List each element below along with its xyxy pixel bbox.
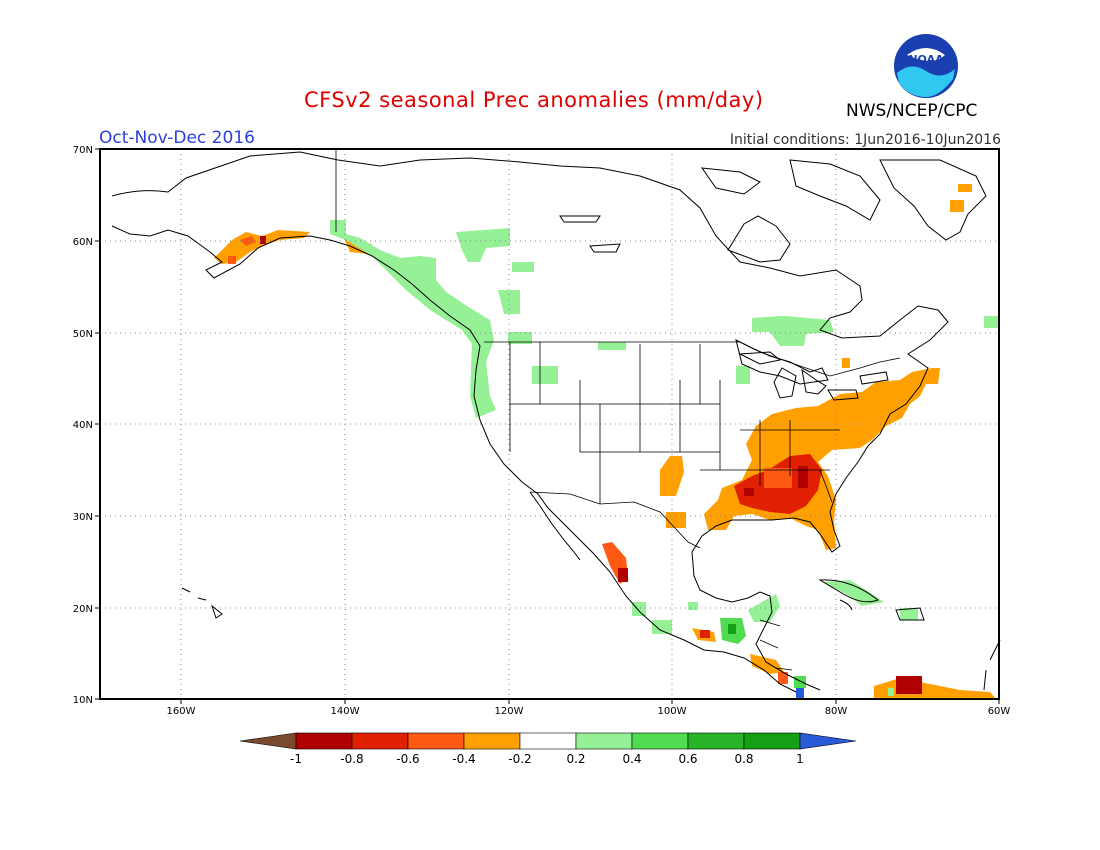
- patch-alabama-strong: [798, 466, 808, 488]
- colorbar-label: -1: [290, 752, 302, 766]
- lat-label: 30N: [73, 512, 93, 523]
- lakes: [559, 215, 889, 401]
- patch-mexico-strong: [618, 568, 628, 582]
- map-grid: [100, 149, 999, 699]
- patch-nd-wet: [598, 342, 626, 350]
- patch-panama-wet: [794, 676, 806, 688]
- colorbar-bin: [351, 732, 409, 750]
- noaa-logo: NOAA: [894, 34, 958, 98]
- patch-mich-wet: [736, 366, 750, 384]
- lat-label: 40N: [73, 420, 93, 431]
- patch-mexico-wet2: [652, 620, 672, 634]
- patch-hispaniola-wet: [900, 608, 918, 620]
- initial-conditions-label: Initial conditions: 1Jun2016-10Jun2016: [729, 132, 1001, 148]
- patch-alberta-wet: [498, 290, 520, 314]
- logo-text: NOAA: [908, 53, 944, 66]
- patch-nh-dry: [842, 358, 850, 368]
- colorbar-label: -0.6: [396, 752, 419, 766]
- patch-pnw-wet: [330, 220, 496, 418]
- patch-miss-strong: [744, 488, 754, 496]
- org-label: NWS/NCEP/CPC: [846, 101, 978, 121]
- patch-alaska-dry: [214, 230, 310, 264]
- colorbar-label: 0.4: [622, 752, 641, 766]
- patch-montana-wet: [508, 332, 532, 344]
- colorbar-arrow-right: [799, 732, 857, 750]
- patch-texas-dry2: [666, 512, 686, 528]
- patch-venezuela-strong: [896, 676, 922, 694]
- anomaly-patches: [214, 184, 1000, 699]
- colorbar-label: 0.2: [566, 752, 585, 766]
- colorbar-arrow-left: [239, 732, 297, 750]
- patch-cuba-wet: [822, 580, 884, 606]
- patch-alaska-dry3: [228, 256, 236, 264]
- patch-atlantic-wet: [984, 316, 1000, 328]
- lon-label: 140W: [331, 706, 360, 717]
- colorbar-bin: [295, 732, 353, 750]
- patch-yucatan-wet: [688, 602, 698, 610]
- lon-label: 120W: [495, 706, 524, 717]
- patch-texas-dry: [660, 456, 684, 496]
- patch-labrador-dry2: [958, 184, 972, 192]
- patch-costarica-dry: [778, 672, 788, 684]
- patch-wyoming-wet: [532, 366, 558, 384]
- patch-honduras-wet: [748, 594, 780, 622]
- colorbar-label: 0.8: [734, 752, 753, 766]
- patch-alaska-strong: [260, 236, 266, 244]
- lon-label: 60W: [988, 706, 1011, 717]
- patch-ontario-wet: [752, 316, 834, 346]
- season-label: Oct-Nov-Dec 2016: [99, 128, 255, 148]
- colorbar-bin: [743, 732, 801, 750]
- lat-label: 60N: [73, 237, 93, 248]
- axis-ticks: [95, 148, 1000, 704]
- colorbar-label: 1: [796, 752, 804, 766]
- patch-labrador-dry: [950, 200, 964, 212]
- colorbar: [239, 732, 857, 750]
- patch-nicaragua-dry: [750, 654, 784, 674]
- lon-label: 80W: [825, 706, 848, 717]
- lat-label: 10N: [73, 695, 93, 706]
- lat-label: 20N: [73, 604, 93, 615]
- colorbar-bin: [407, 732, 465, 750]
- colorbar-bin: [519, 732, 577, 750]
- patch-oaxaca-dry2: [700, 630, 710, 638]
- patch-alaska-dry2: [240, 236, 256, 246]
- borders: [335, 149, 901, 671]
- colorbar-label: -0.8: [340, 752, 363, 766]
- lon-label: 160W: [167, 706, 196, 717]
- lon-label: 100W: [658, 706, 687, 717]
- patch-mexico-wet: [632, 602, 646, 616]
- patch-panama-verywet: [796, 688, 804, 698]
- colorbar-bin: [463, 732, 521, 750]
- lon-labels: 160W 140W 120W 100W 80W 60W: [167, 706, 1011, 717]
- colorbar-bin: [687, 732, 745, 750]
- lat-labels: 70N 60N 50N 40N 30N 20N 10N: [73, 145, 93, 706]
- colorbar-label: 0.6: [678, 752, 697, 766]
- patch-guatemala-wet2: [728, 624, 736, 634]
- map-title: CFSv2 seasonal Prec anomalies (mm/day): [304, 88, 764, 112]
- patch-southeast-moderate2: [764, 468, 792, 488]
- colorbar-label: -0.2: [508, 752, 531, 766]
- patch-colombia-wet: [888, 688, 894, 696]
- lat-label: 70N: [73, 145, 93, 156]
- lat-label: 50N: [73, 329, 93, 340]
- coastlines: [111, 151, 1001, 693]
- patch-bc-wet: [456, 228, 510, 262]
- colorbar-labels: -1 -0.8 -0.6 -0.4 -0.2 0.2 0.4 0.6 0.8 1: [290, 752, 804, 766]
- colorbar-label: -0.4: [452, 752, 475, 766]
- colorbar-bin: [631, 732, 689, 750]
- colorbar-bin: [575, 732, 633, 750]
- patch-bc-wet2: [512, 262, 534, 272]
